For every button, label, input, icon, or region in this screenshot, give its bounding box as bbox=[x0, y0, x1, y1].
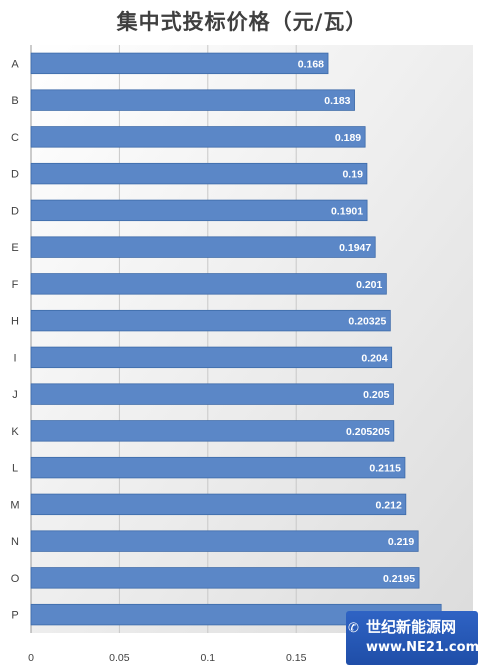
x-tick-label: 0.15 bbox=[286, 652, 307, 664]
x-tick-label: 0.1 bbox=[200, 652, 215, 664]
bar bbox=[31, 53, 328, 74]
bar bbox=[31, 457, 405, 478]
bar-value-label: 0.20325 bbox=[348, 316, 386, 328]
bar-value-label: 0.205205 bbox=[346, 426, 390, 438]
bar bbox=[31, 90, 355, 111]
watermark-url: www.NE21.com bbox=[366, 640, 479, 655]
x-tick-labels: 0 0.05 0.1 0.15 bbox=[28, 652, 306, 664]
bar-value-label: 0.201 bbox=[356, 279, 382, 291]
bar-value-label: 0.19 bbox=[342, 169, 363, 181]
category-label: H bbox=[11, 316, 19, 328]
category-label: A bbox=[11, 58, 19, 70]
category-label: N bbox=[11, 536, 19, 548]
category-label: E bbox=[11, 242, 18, 254]
category-label: C bbox=[11, 132, 19, 144]
bar-value-label: 0.1947 bbox=[339, 242, 371, 254]
bar bbox=[31, 421, 394, 442]
bar bbox=[31, 347, 392, 368]
category-label: P bbox=[11, 610, 18, 622]
category-label: O bbox=[11, 573, 20, 585]
bar-value-label: 0.2115 bbox=[369, 463, 401, 475]
bar-value-label: 0.204 bbox=[361, 352, 387, 364]
category-label: M bbox=[10, 499, 19, 511]
bar-value-label: 0.183 bbox=[324, 95, 350, 107]
bar-value-label: 0.212 bbox=[376, 499, 402, 511]
wechat-icon: ✆ bbox=[348, 621, 359, 636]
x-tick-label: 0.05 bbox=[109, 652, 130, 664]
category-label: J bbox=[12, 389, 18, 401]
bar-value-label: 0.1901 bbox=[331, 205, 363, 217]
bar-value-label: 0.219 bbox=[388, 536, 414, 548]
bar bbox=[31, 163, 367, 184]
bar bbox=[31, 200, 367, 221]
bar bbox=[31, 568, 419, 589]
bar-value-label: 0.2195 bbox=[383, 573, 415, 585]
bar bbox=[31, 531, 418, 552]
bar bbox=[31, 494, 406, 515]
bar bbox=[31, 310, 390, 331]
category-label: K bbox=[11, 426, 19, 438]
category-label: D bbox=[11, 205, 19, 217]
bar-value-label: 0.168 bbox=[298, 58, 324, 70]
bar bbox=[31, 237, 375, 258]
category-label: I bbox=[13, 352, 16, 364]
category-labels: A B C D D E F H I J K L M N O P bbox=[10, 58, 19, 621]
bar bbox=[31, 127, 365, 148]
watermark-title: 世纪新能源网 bbox=[366, 616, 456, 637]
watermark-logo: ✆ 世纪新能源网 www.NE21.com bbox=[346, 611, 478, 665]
category-label: L bbox=[12, 463, 18, 475]
x-tick-label: 0 bbox=[28, 652, 34, 664]
bar bbox=[31, 384, 393, 405]
category-label: F bbox=[12, 279, 19, 291]
category-label: D bbox=[11, 169, 19, 181]
category-label: B bbox=[11, 95, 18, 107]
bar-value-label: 0.189 bbox=[335, 132, 361, 144]
bar bbox=[31, 274, 386, 295]
bar-value-label: 0.205 bbox=[363, 389, 389, 401]
